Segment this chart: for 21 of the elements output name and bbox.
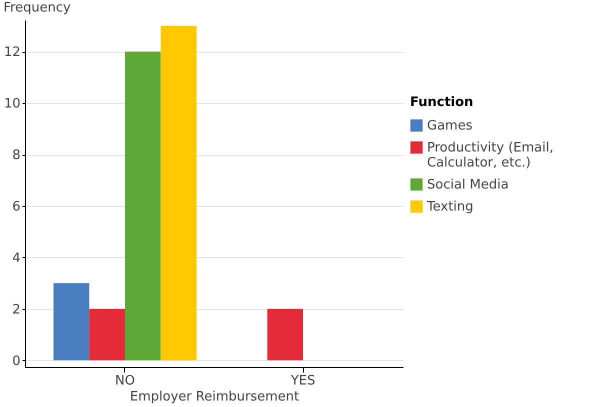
x-axis-title: Employer Reimbursement [130,390,300,404]
bar [267,308,304,360]
y-tick-label: 6 [12,199,20,214]
bar [124,52,161,360]
y-tick-label: 12 [4,45,20,60]
y-axis-title: Frequency [4,0,71,16]
legend-label: Games [427,118,473,134]
bar [53,283,90,360]
x-tick-label: NO [114,374,135,388]
y-tick-label: 8 [12,148,20,164]
bar [89,308,125,360]
x-tick-label: YES [290,374,316,388]
y-tick-label: 4 [12,250,20,266]
y-tick-label: 0 [12,354,20,369]
legend-label: Productivity (Email, Calculator, etc.) [427,140,554,170]
bar [160,26,196,360]
y-tick-label: 2 [12,302,20,318]
y-tick-label: 10 [4,96,20,112]
legend-label: Texting [426,200,474,214]
legend-title: Function [410,95,474,110]
legend-label: Social Media [427,178,509,192]
